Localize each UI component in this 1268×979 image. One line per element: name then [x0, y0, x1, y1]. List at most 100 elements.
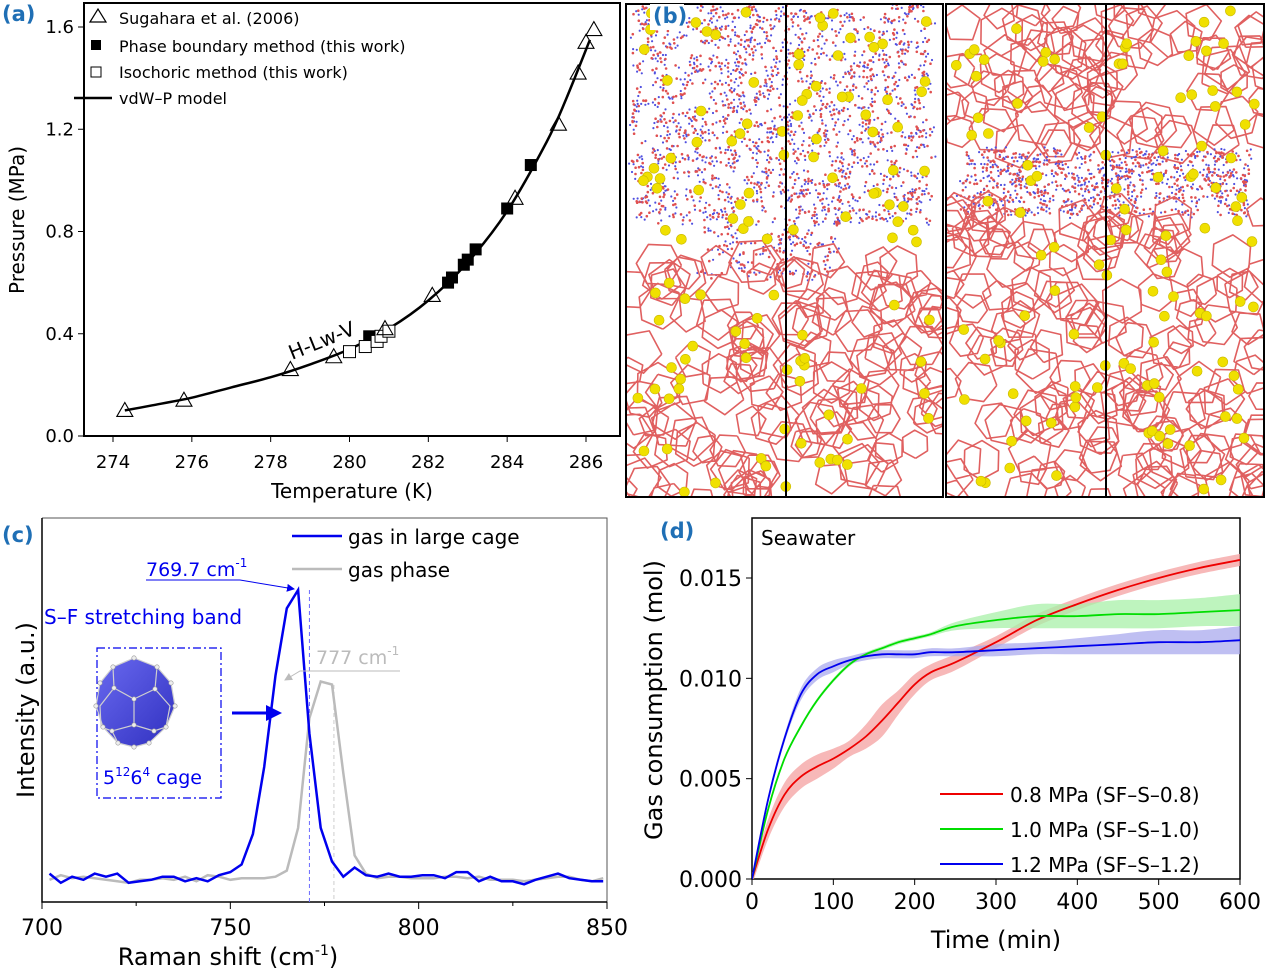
guest-molecule — [959, 394, 970, 405]
guest-molecule — [867, 126, 879, 138]
x-tick-label-a: 276 — [175, 452, 209, 473]
guest-molecule — [864, 31, 876, 43]
guest-molecule — [638, 445, 650, 457]
guest-molecule — [740, 352, 752, 364]
open-square-marker-icon — [90, 66, 102, 78]
x-tick-label-a: 284 — [490, 452, 524, 473]
phase-boundary-point — [501, 202, 514, 215]
y-tick-label-a: 0.8 — [45, 222, 74, 243]
uncertainty-bands-d — [752, 553, 1240, 879]
guest-molecule — [1096, 111, 1108, 122]
guest-molecule — [897, 201, 909, 212]
x-axis-label-a: Temperature (K) — [270, 479, 433, 503]
sugahara-point — [584, 20, 603, 37]
guest-molecule — [666, 362, 677, 373]
y-axis-a: 0.0 0.4 0.8 1.2 1.6 — [45, 17, 84, 447]
guest-molecule — [1161, 266, 1173, 278]
y-tick-label-a: 1.6 — [45, 17, 74, 38]
isochoric-point — [343, 345, 356, 359]
y-axis-label-d: Gas consumption (mol) — [640, 560, 668, 840]
guest-molecule — [701, 26, 713, 37]
cage-label: 51264 cage — [103, 765, 202, 789]
guest-molecule — [1215, 474, 1227, 486]
guest-molecule — [768, 289, 780, 301]
guest-molecule — [919, 165, 930, 177]
guest-molecule — [638, 175, 649, 186]
guest-molecule — [1083, 122, 1095, 133]
guest-molecule — [1236, 192, 1248, 203]
isochoric-point — [358, 340, 372, 354]
guest-molecule — [797, 329, 808, 341]
cage-label-mid: 6 — [130, 767, 142, 789]
guest-molecule — [653, 314, 665, 326]
guest-molecule — [776, 126, 788, 137]
guest-molecule — [1248, 301, 1259, 313]
x-axis-label-c-text: Raman shift (cm — [118, 943, 315, 971]
sugahara-point — [281, 360, 300, 377]
x-tick-label-a: 274 — [96, 452, 130, 473]
guest-molecule — [892, 121, 904, 133]
guest-molecule — [735, 199, 746, 210]
y-tick-label-d: 0.010 — [679, 667, 742, 692]
guest-molecule — [730, 326, 742, 337]
guest-molecule — [1157, 145, 1169, 157]
guest-molecule — [1069, 381, 1081, 392]
hydrate-cage-network — [947, 190, 1263, 497]
guest-molecule — [827, 8, 839, 19]
guest-molecule — [868, 41, 880, 53]
guest-molecule — [842, 433, 853, 445]
guest-molecule — [1049, 53, 1060, 65]
guest-molecule — [882, 94, 893, 105]
guest-molecule — [1049, 285, 1061, 296]
guest-molecule — [1121, 38, 1132, 50]
legend-c: gas in large cage gas phase — [292, 525, 520, 582]
guest-molecule — [680, 353, 691, 365]
guest-molecule — [1162, 438, 1174, 450]
guest-molecule — [1184, 440, 1195, 451]
guest-molecule — [734, 128, 746, 139]
guest-molecule — [687, 340, 699, 352]
panel-b-md-snapshots: (b) — [625, 3, 1265, 498]
x-tick-label-d: 200 — [894, 890, 936, 915]
guest-molecule — [1046, 417, 1057, 429]
guest-molecule — [654, 173, 666, 184]
sugahara-point — [115, 401, 134, 417]
guest-molecule — [1231, 86, 1243, 98]
y-axis-label-a: Pressure (MPa) — [5, 146, 29, 294]
guest-molecule — [1198, 16, 1210, 28]
sugahara-point — [324, 347, 343, 364]
sugahara-point — [376, 319, 394, 336]
x-tick-label-c: 750 — [209, 916, 251, 941]
guest-molecule — [691, 136, 703, 148]
guest-molecule — [1168, 291, 1179, 302]
guest-molecule — [1188, 168, 1199, 180]
guest-molecule — [814, 457, 826, 468]
guest-molecule — [966, 129, 978, 141]
y-tick-label-a: 0.4 — [45, 324, 74, 345]
guest-molecule — [1198, 483, 1210, 495]
guest-molecule — [1201, 310, 1212, 322]
guest-molecule — [1186, 89, 1198, 100]
guest-molecule — [679, 486, 690, 497]
arrow-head-icon — [266, 705, 282, 721]
guest-molecule — [650, 287, 661, 299]
guest-molecule — [907, 224, 919, 236]
guest-molecule — [795, 437, 807, 449]
x-tick-label-d: 600 — [1219, 890, 1261, 915]
guest-molecule — [676, 234, 687, 245]
guest-molecule — [690, 17, 702, 28]
peak-label-769-sup: -1 — [235, 556, 247, 570]
guest-molecule — [1111, 183, 1122, 194]
guest-molecule — [968, 44, 980, 55]
filled-square-marker-icon — [91, 40, 101, 50]
sugahara-point — [549, 115, 568, 131]
guest-molecule — [1232, 383, 1244, 395]
guest-molecule — [1004, 462, 1016, 474]
guest-molecule — [1092, 382, 1103, 393]
y-tick-label-d: 0.005 — [679, 768, 742, 793]
guest-molecule — [1196, 140, 1207, 152]
guest-molecule — [1246, 236, 1258, 247]
guest-molecule — [799, 352, 811, 364]
guest-molecule — [1011, 23, 1022, 35]
